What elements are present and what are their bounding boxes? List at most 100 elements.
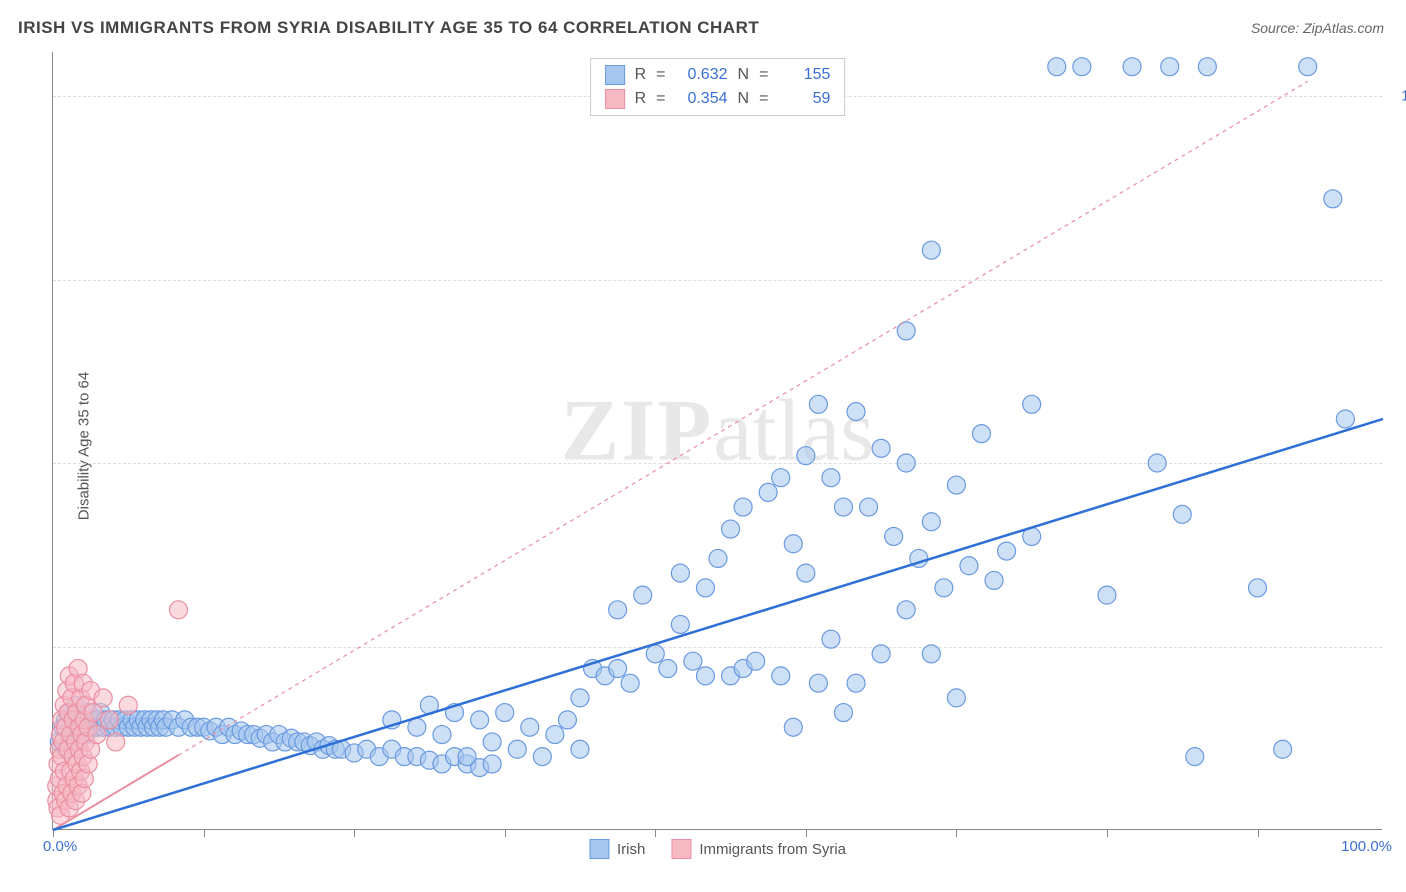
scatter-point [1048, 58, 1066, 76]
legend-label-irish: Irish [617, 841, 645, 858]
scatter-point [169, 601, 187, 619]
scatter-point [458, 748, 476, 766]
legend-item-irish: Irish [589, 839, 645, 859]
scatter-point [646, 645, 664, 663]
scatter-point [759, 483, 777, 501]
scatter-point [834, 704, 852, 722]
scatter-point [100, 711, 118, 729]
scatter-point [947, 689, 965, 707]
scatter-point [433, 726, 451, 744]
legend-swatch-irish [589, 839, 609, 859]
chart-canvas [53, 52, 1382, 829]
scatter-point [860, 498, 878, 516]
corr-label-R: R [635, 63, 647, 87]
scatter-point [496, 704, 514, 722]
y-tick-label: 25.0% [1392, 638, 1406, 655]
chart-title: IRISH VS IMMIGRANTS FROM SYRIA DISABILIT… [18, 18, 759, 38]
scatter-point [521, 718, 539, 736]
scatter-point [1148, 454, 1166, 472]
swatch-syria [605, 89, 625, 109]
scatter-point [571, 689, 589, 707]
scatter-point [822, 469, 840, 487]
legend-label-syria: Immigrants from Syria [699, 841, 846, 858]
scatter-point [1299, 58, 1317, 76]
scatter-point [1198, 58, 1216, 76]
scatter-point [659, 660, 677, 678]
scatter-point [1173, 505, 1191, 523]
x-origin-label: 0.0% [43, 838, 77, 855]
scatter-point [1186, 748, 1204, 766]
corr-row-irish: R = 0.632 N = 155 [605, 63, 831, 87]
scatter-point [684, 652, 702, 670]
corr-eq-3: = [656, 87, 665, 111]
scatter-point [1073, 58, 1091, 76]
scatter-point [897, 454, 915, 472]
legend-swatch-syria [671, 839, 691, 859]
scatter-point [1336, 410, 1354, 428]
scatter-point [609, 601, 627, 619]
scatter-point [471, 711, 489, 729]
chart-container: IRISH VS IMMIGRANTS FROM SYRIA DISABILIT… [0, 0, 1406, 892]
trend-line [53, 419, 1383, 830]
scatter-point [408, 718, 426, 736]
scatter-point [621, 674, 639, 692]
scatter-point [772, 667, 790, 685]
scatter-point [872, 645, 890, 663]
scatter-point [885, 527, 903, 545]
y-tick-label: 100.0% [1392, 88, 1406, 105]
x-end-label: 100.0% [1341, 838, 1392, 855]
scatter-point [922, 645, 940, 663]
scatter-point [947, 476, 965, 494]
scatter-point [922, 513, 940, 531]
scatter-point [1023, 395, 1041, 413]
corr-eq-2: = [759, 63, 768, 87]
y-tick-label: 75.0% [1392, 271, 1406, 288]
scatter-point [94, 689, 112, 707]
legend: Irish Immigrants from Syria [589, 839, 846, 859]
scatter-point [571, 740, 589, 758]
scatter-point [960, 557, 978, 575]
scatter-point [822, 630, 840, 648]
corr-syria-R: 0.354 [676, 87, 728, 111]
y-tick-label: 50.0% [1392, 455, 1406, 472]
scatter-point [696, 579, 714, 597]
corr-irish-R: 0.632 [676, 63, 728, 87]
scatter-point [922, 241, 940, 259]
scatter-point [1123, 58, 1141, 76]
scatter-point [834, 498, 852, 516]
scatter-point [558, 711, 576, 729]
scatter-point [107, 733, 125, 751]
scatter-point [709, 549, 727, 567]
legend-item-syria: Immigrants from Syria [671, 839, 846, 859]
scatter-point [809, 674, 827, 692]
source-attribution: Source: ZipAtlas.com [1251, 20, 1384, 36]
scatter-point [797, 564, 815, 582]
corr-row-syria: R = 0.354 N = 59 [605, 87, 831, 111]
scatter-point [847, 403, 865, 421]
swatch-irish [605, 65, 625, 85]
corr-eq-4: = [759, 87, 768, 111]
scatter-point [972, 425, 990, 443]
corr-irish-N: 155 [778, 63, 830, 87]
scatter-point [1161, 58, 1179, 76]
scatter-point [935, 579, 953, 597]
scatter-point [1274, 740, 1292, 758]
scatter-point [671, 564, 689, 582]
scatter-point [696, 667, 714, 685]
scatter-point [747, 652, 765, 670]
scatter-point [722, 520, 740, 538]
scatter-point [998, 542, 1016, 560]
scatter-point [1324, 190, 1342, 208]
source-prefix: Source: [1251, 20, 1299, 36]
scatter-point [609, 660, 627, 678]
source-name: ZipAtlas.com [1303, 20, 1384, 36]
corr-syria-N: 59 [778, 87, 830, 111]
scatter-point [784, 718, 802, 736]
scatter-point [784, 535, 802, 553]
scatter-point [734, 498, 752, 516]
trend-line-dashed [178, 81, 1307, 755]
scatter-point [797, 447, 815, 465]
corr-eq: = [656, 63, 665, 87]
plot-area: ZIPatlas 25.0%50.0%75.0%100.0% R = 0.632… [52, 52, 1382, 830]
corr-label-N-2: N [738, 87, 750, 111]
